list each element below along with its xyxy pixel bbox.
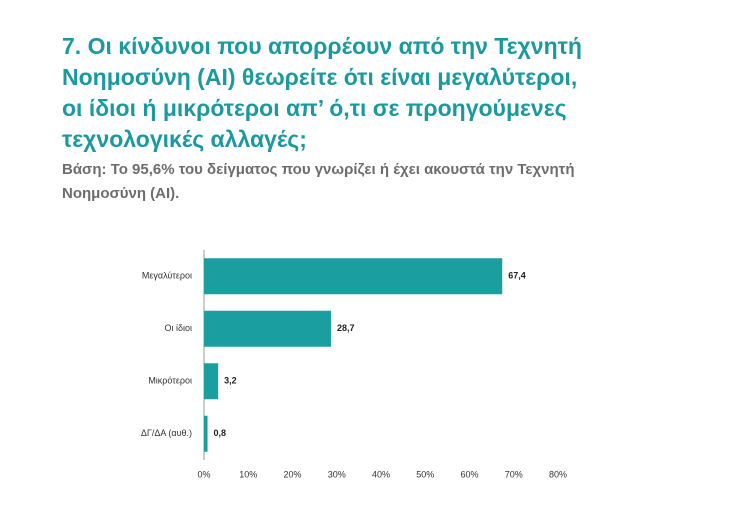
chart-subtitle: Νοημοσύνη (AI). <box>62 185 179 202</box>
x-tick-label: 20% <box>283 469 301 479</box>
y-tick-label: ΔΓ/ΔΑ (αυθ.) <box>141 428 192 438</box>
x-tick-label: 50% <box>416 469 434 479</box>
y-tick-label: Οι ίδιοι <box>164 323 192 333</box>
bar <box>204 258 503 295</box>
chart-title: 7. Οι κίνδυνοι που απορρέουν από την Τεχ… <box>62 33 582 59</box>
chart-title: οι ίδιοι ή μικρότεροι απ’ ό,τι σε προηγο… <box>62 95 567 121</box>
value-label: 3,2 <box>224 376 237 386</box>
value-label: 28,7 <box>337 323 355 333</box>
value-label: 0,8 <box>214 428 227 438</box>
x-tick-label: 70% <box>505 469 523 479</box>
x-tick-label: 10% <box>239 469 257 479</box>
value-label: 67,4 <box>508 271 526 281</box>
y-tick-label: Μικρότεροι <box>148 376 192 386</box>
y-tick-label: Μεγαλύτεροι <box>142 271 192 281</box>
x-tick-label: 30% <box>328 469 346 479</box>
chart-title: τεχνολογικές αλλαγές; <box>62 126 307 152</box>
chart-title: Νοημοσύνη (AI) θεωρείτε ότι είναι μεγαλύ… <box>62 64 577 90</box>
bar <box>204 310 331 347</box>
x-tick-label: 80% <box>549 469 567 479</box>
x-tick-label: 0% <box>197 469 210 479</box>
x-tick-label: 40% <box>372 469 390 479</box>
bar <box>204 415 208 452</box>
bar <box>204 363 219 400</box>
x-tick-label: 60% <box>460 469 478 479</box>
chart-subtitle: Βάση: Το 95,6% του δείγματος που γνωρίζε… <box>62 161 575 178</box>
